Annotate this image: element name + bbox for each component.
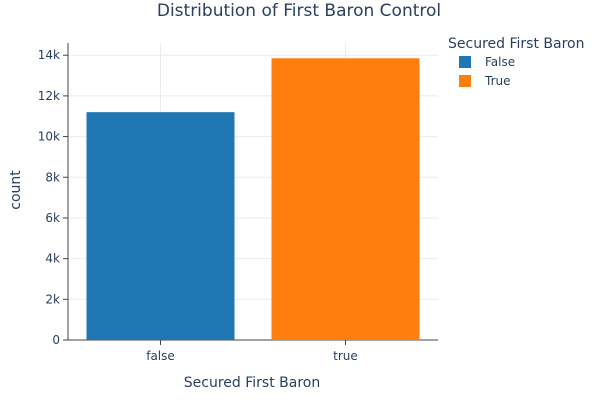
legend-label-false[interactable]: False [485, 55, 515, 69]
x-tick-label-true: true [333, 349, 358, 363]
x-axis-title: Secured First Baron [184, 375, 320, 391]
legend-title: Secured First Baron [448, 36, 584, 52]
legend-swatch-false[interactable] [459, 56, 471, 68]
chart-title: Distribution of First Baron Control [157, 1, 441, 21]
legend-label-true[interactable]: True [484, 74, 511, 88]
legend-swatch-true[interactable] [459, 75, 471, 87]
legend: Secured First Baron False True [448, 36, 584, 88]
y-tick-label: 10k [38, 130, 60, 144]
y-tick-label: 6k [45, 211, 60, 225]
y-axis-title: count [8, 170, 24, 210]
y-tick-label: 14k [38, 48, 60, 62]
x-tick-label-false: false [146, 349, 175, 363]
y-tick-label: 12k [38, 89, 60, 103]
bar-false[interactable] [86, 112, 235, 340]
x-tick-labels: false true [146, 340, 358, 363]
y-tick-label: 0 [52, 333, 60, 347]
y-tick-labels: 0 2k 4k 6k 8k 10k 12k 14k [38, 48, 68, 347]
legend-items: False True [459, 55, 515, 88]
y-tick-label: 8k [45, 170, 60, 184]
bar-true[interactable] [271, 58, 420, 341]
y-tick-label: 4k [45, 252, 60, 266]
y-tick-label: 2k [45, 292, 60, 306]
bar-layer [86, 58, 420, 341]
